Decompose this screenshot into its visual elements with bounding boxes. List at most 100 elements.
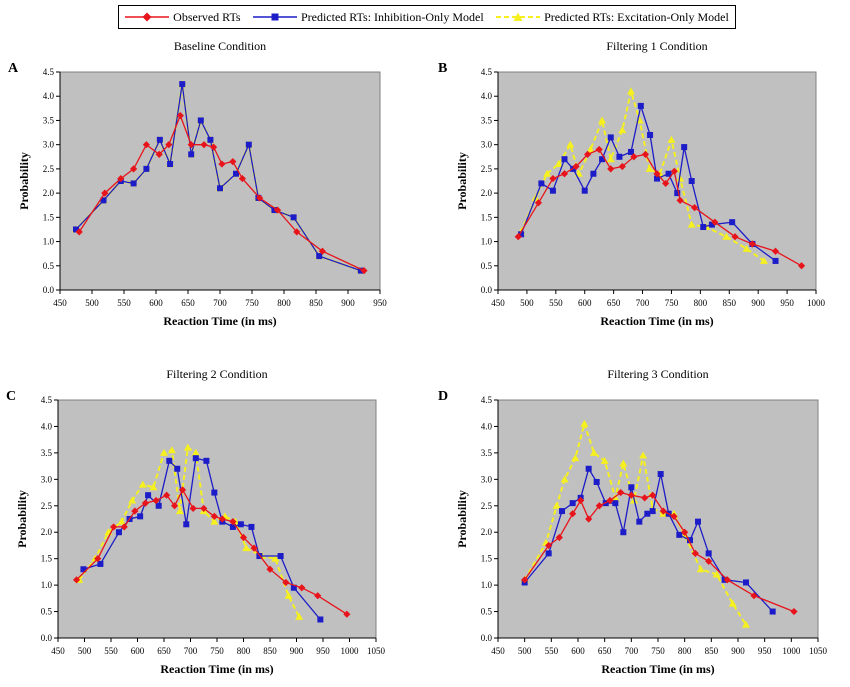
data-point-observed xyxy=(163,491,171,499)
data-point-observed xyxy=(607,165,615,173)
data-point-observed xyxy=(606,496,614,505)
chart-title: Filtering 2 Condition xyxy=(166,367,267,381)
data-point-inhibition xyxy=(700,224,707,231)
y-tick-label: 1.0 xyxy=(481,237,493,247)
x-tick-label: 550 xyxy=(117,298,131,308)
y-tick-label: 3.5 xyxy=(43,115,55,125)
data-point-inhibition xyxy=(769,608,776,615)
data-point-inhibition xyxy=(607,134,614,141)
data-point-observed xyxy=(165,141,173,149)
y-tick-label: 3.0 xyxy=(481,474,493,484)
data-point-observed xyxy=(711,218,719,226)
y-tick-label: 3.0 xyxy=(41,474,53,484)
chart-title: Filtering 3 Condition xyxy=(607,367,708,381)
data-point-inhibition xyxy=(233,170,239,177)
data-point-observed xyxy=(577,496,585,505)
x-tick-label: 500 xyxy=(85,298,99,308)
data-point-observed xyxy=(131,507,139,515)
data-point-excitation xyxy=(586,145,595,153)
series-inhibition xyxy=(80,455,324,623)
data-point-inhibition xyxy=(674,190,681,197)
data-point-observed xyxy=(117,174,125,183)
data-point-excitation xyxy=(626,87,635,95)
x-tick-label: 850 xyxy=(263,646,277,656)
series-line-excitation xyxy=(523,420,747,626)
data-point-observed xyxy=(659,507,667,515)
data-point-inhibition xyxy=(115,529,122,536)
series-observed xyxy=(521,488,798,616)
x-tick-label: 600 xyxy=(131,646,145,656)
data-point-excitation xyxy=(590,448,598,456)
y-tick-label: 0.0 xyxy=(43,285,55,295)
x-tick-label: 450 xyxy=(491,298,505,308)
y-tick-label: 1.5 xyxy=(481,554,493,564)
x-tick-label: 500 xyxy=(518,646,532,656)
y-tick-label: 2.5 xyxy=(481,501,493,511)
chart-title: Filtering 1 Condition xyxy=(606,39,707,53)
data-point-inhibition xyxy=(73,226,79,233)
data-point-excitation xyxy=(571,454,580,462)
data-point-inhibition xyxy=(211,489,218,496)
data-point-excitation xyxy=(742,620,750,628)
x-tick-label: 800 xyxy=(237,646,251,656)
data-point-excitation xyxy=(138,480,147,488)
y-tick-label: 4.0 xyxy=(481,91,493,101)
x-tick-label: 900 xyxy=(290,646,304,656)
data-point-inhibition xyxy=(143,165,150,172)
y-tick-label: 1.5 xyxy=(481,212,493,222)
data-point-observed xyxy=(676,196,684,204)
data-point-excitation xyxy=(606,155,615,163)
x-tick-label: 650 xyxy=(598,646,612,656)
data-point-observed xyxy=(229,518,237,526)
data-point-observed xyxy=(585,515,593,523)
x-tick-label: 650 xyxy=(157,646,171,656)
data-point-inhibition xyxy=(705,550,712,557)
data-point-observed xyxy=(630,153,638,161)
data-point-excitation xyxy=(645,164,654,172)
y-axis-label: Probability xyxy=(17,152,31,210)
data-point-inhibition xyxy=(183,521,190,528)
y-tick-label: 4.5 xyxy=(41,395,53,405)
x-tick-label: 500 xyxy=(78,646,92,656)
data-point-excitation xyxy=(619,459,628,467)
data-point-inhibition xyxy=(156,136,163,143)
data-point-observed xyxy=(120,523,128,531)
y-axis-label: Probability xyxy=(15,490,29,548)
data-point-observed xyxy=(771,247,780,255)
data-point-inhibition xyxy=(657,471,664,478)
x-tick-label: 1050 xyxy=(367,646,386,656)
y-tick-label: 1.0 xyxy=(41,580,53,590)
data-point-excitation xyxy=(560,475,569,483)
data-point-excitation xyxy=(271,554,280,562)
data-point-observed xyxy=(670,512,678,520)
y-tick-label: 0.5 xyxy=(481,261,493,271)
data-point-inhibition xyxy=(628,484,635,491)
plot-area xyxy=(497,399,819,639)
data-point-excitation xyxy=(696,565,705,573)
data-point-observed xyxy=(293,228,301,236)
data-point-inhibition xyxy=(192,455,199,462)
legend-swatch-observed xyxy=(125,12,170,22)
x-tick-label: 600 xyxy=(149,298,163,308)
data-point-observed xyxy=(130,165,138,173)
y-tick-label: 4.5 xyxy=(481,395,493,405)
plot-area xyxy=(59,71,381,291)
data-point-observed xyxy=(731,233,739,241)
data-point-excitation xyxy=(191,448,200,456)
x-tick-label: 950 xyxy=(316,646,330,656)
x-tick-label: 900 xyxy=(751,298,765,308)
data-point-excitation xyxy=(552,501,561,509)
data-point-inhibition xyxy=(654,175,660,182)
x-axis-label: Reaction Time (in ms) xyxy=(163,314,276,328)
data-point-inhibition xyxy=(203,457,210,464)
series-line-observed xyxy=(76,488,348,615)
data-point-excitation xyxy=(210,517,219,525)
data-point-observed xyxy=(670,167,678,175)
x-tick-label: 950 xyxy=(373,298,387,308)
x-axis-label: Reaction Time (in ms) xyxy=(160,662,273,676)
data-point-inhibition xyxy=(207,136,214,143)
y-tick-label: 3.5 xyxy=(41,448,53,458)
data-point-observed xyxy=(691,549,699,557)
data-point-inhibition xyxy=(174,465,181,472)
panel-letter: A xyxy=(8,61,19,76)
